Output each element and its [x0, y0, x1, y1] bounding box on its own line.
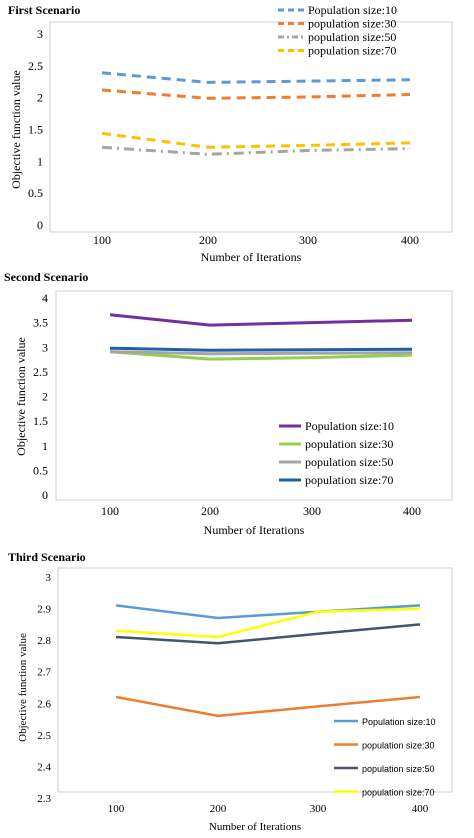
series-line-3: [109, 350, 413, 356]
x-tick-label: 400: [401, 233, 419, 247]
series-line-4: [115, 607, 421, 639]
y-axis-label: Objective function value: [17, 633, 29, 742]
x-tick-label: 300: [299, 233, 317, 247]
y-tick-label: 0: [42, 488, 48, 502]
x-tick-label: 400: [403, 504, 421, 518]
y-tick-label: 0.5: [33, 463, 48, 477]
y-tick-label: 2.7: [37, 667, 51, 679]
x-axis-label: Number of Iterations: [209, 821, 301, 833]
series-line-1: [101, 71, 411, 84]
x-axis-label: Number of Iterations: [204, 523, 305, 537]
legend-label: population size:50: [362, 764, 435, 774]
y-axis-label: Objective function value: [14, 337, 28, 456]
y-tick-label: 2.9: [37, 604, 51, 616]
y-tick-label: 2.5: [37, 730, 51, 742]
series-line-2: [115, 695, 421, 718]
y-tick-label: 2.5: [33, 365, 48, 379]
legend-label: Population size:10: [362, 717, 436, 727]
series-line-1: [109, 313, 413, 327]
y-tick-label: 2: [37, 91, 43, 105]
x-axis-label: Number of Iterations: [201, 250, 302, 264]
y-tick-label: 3.5: [33, 316, 48, 330]
y-tick-label: 2.6: [37, 698, 51, 710]
chart-title: Third Scenario: [8, 550, 86, 564]
y-tick-label: 3: [46, 572, 52, 584]
series-line-2: [109, 350, 413, 361]
chart-svg-second: Second Scenario 0 0.5 1 1.5 2 2.5 3 3.5 4 100 200 30…: [4, 270, 453, 537]
legend-label: population size:70: [305, 473, 393, 487]
legend-label: Population size:10: [308, 3, 397, 17]
y-tick-label: 2.4: [37, 761, 51, 773]
legend-label: population size:70: [308, 44, 396, 58]
y-tick-label: 1.5: [33, 414, 48, 428]
legend-label: population size:50: [308, 30, 396, 44]
x-tick-label: 100: [101, 504, 119, 518]
series-line-1: [115, 604, 421, 620]
chart-svg-third: Third Scenario 2.3 2.4 2.5 2.6 2.7 2.8 2.9 3 100 2…: [8, 550, 453, 833]
series-line-3: [101, 145, 411, 156]
series-line-4: [109, 346, 413, 352]
chart-svg-first: First Scenario 0 0.5 1 1.5 2 2.5 3 100 200 300 400 N…: [8, 3, 453, 264]
legend-label: population size:30: [308, 17, 396, 31]
chart-frame: [55, 290, 453, 501]
series-line-3: [115, 623, 421, 645]
y-tick-label: 0: [37, 218, 43, 232]
chart-title: Second Scenario: [4, 270, 88, 284]
chart-panel-second: Second Scenario 0 0.5 1 1.5 2 2.5 3 3.5 4 100 200 30…: [0, 270, 474, 548]
chart-title: First Scenario: [8, 3, 80, 17]
chart-frame: [57, 567, 453, 793]
x-tick-label: 100: [108, 803, 125, 815]
chart-panel-first: First Scenario 0 0.5 1 1.5 2 2.5 3 100 200 300 400 N…: [0, 0, 474, 270]
y-tick-label: 2: [42, 390, 48, 404]
legend-label: population size:50: [305, 455, 393, 469]
chart-frame: [49, 21, 453, 233]
legend-label: population size:30: [305, 437, 393, 451]
x-tick-label: 400: [412, 803, 429, 815]
y-tick-label: 1: [42, 439, 48, 453]
x-tick-label: 300: [303, 504, 321, 518]
legend-label: population size:70: [362, 788, 435, 798]
y-tick-label: 3: [42, 340, 48, 354]
series-line-2: [101, 88, 411, 100]
x-tick-label: 100: [93, 233, 111, 247]
x-tick-label: 200: [199, 233, 217, 247]
legend-label: Population size:10: [305, 419, 394, 433]
y-tick-label: 2.5: [28, 59, 43, 73]
y-tick-label: 4: [42, 291, 48, 305]
x-tick-label: 200: [210, 803, 227, 815]
y-tick-label: 3: [37, 27, 43, 41]
series-line-4: [101, 131, 411, 149]
y-tick-label: 1: [37, 154, 43, 168]
y-tick-label: 2.3: [37, 793, 51, 805]
y-tick-label: 0.5: [28, 186, 43, 200]
y-tick-label: 2.8: [37, 635, 51, 647]
y-tick-label: 1.5: [28, 123, 43, 137]
x-tick-label: 300: [310, 803, 327, 815]
y-axis-label: Objective function value: [9, 70, 23, 189]
legend-label: population size:30: [362, 741, 435, 751]
x-tick-label: 200: [201, 504, 219, 518]
chart-panel-third: Third Scenario 2.3 2.4 2.5 2.6 2.7 2.8 2.9 3 100 2…: [0, 548, 474, 838]
